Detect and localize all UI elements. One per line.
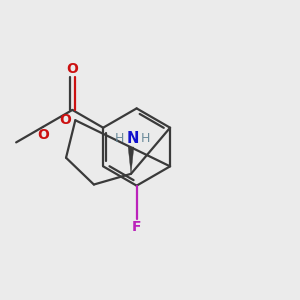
- Text: H: H: [114, 132, 124, 145]
- Text: F: F: [132, 220, 141, 233]
- Text: O: O: [37, 128, 49, 142]
- Text: H: H: [141, 132, 151, 145]
- Text: O: O: [59, 113, 71, 127]
- Text: N: N: [126, 131, 139, 146]
- Text: O: O: [66, 62, 78, 76]
- Polygon shape: [128, 147, 134, 174]
